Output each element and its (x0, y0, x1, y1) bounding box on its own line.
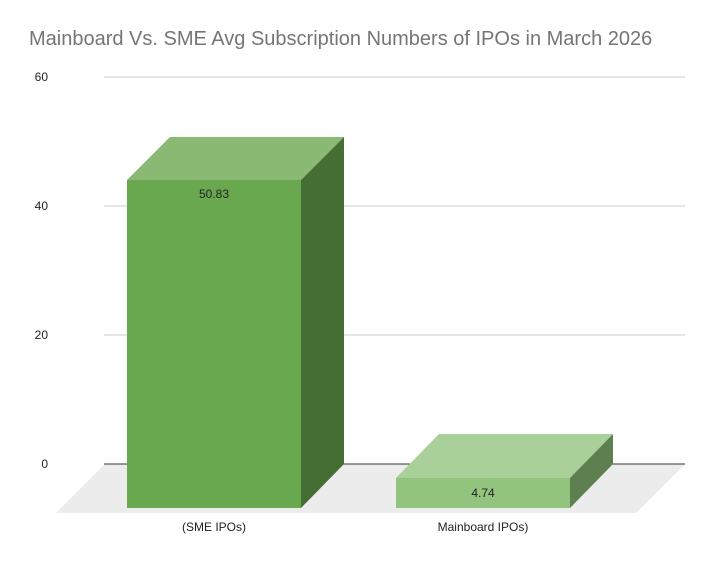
chart-title: Mainboard Vs. SME Avg Subscription Numbe… (29, 28, 653, 50)
bar-front-face (396, 478, 570, 508)
x-label-mainboard: Mainboard IPOs) (438, 520, 529, 534)
bar-side-face (570, 434, 613, 508)
y-tick-40: 40 (35, 199, 49, 213)
bar-top-face (127, 137, 344, 180)
y-tick-20: 20 (35, 328, 49, 342)
x-axis: (SME IPOs) Mainboard IPOs) (182, 520, 528, 534)
bar-side-face (301, 137, 344, 508)
y-axis: 60 40 20 0 (35, 70, 49, 471)
y-tick-0: 0 (41, 457, 48, 471)
data-label-sme: 50.83 (199, 187, 229, 201)
bar-top-face (396, 434, 613, 478)
y-tick-60: 60 (35, 70, 49, 84)
data-label-mainboard: 4.74 (471, 486, 495, 500)
bar-front-face (127, 180, 301, 508)
bar-mainboard-ipos: 4.74 (396, 434, 613, 508)
x-label-sme: (SME IPOs) (182, 520, 246, 534)
bar-sme-ipos: 50.83 (127, 137, 344, 508)
